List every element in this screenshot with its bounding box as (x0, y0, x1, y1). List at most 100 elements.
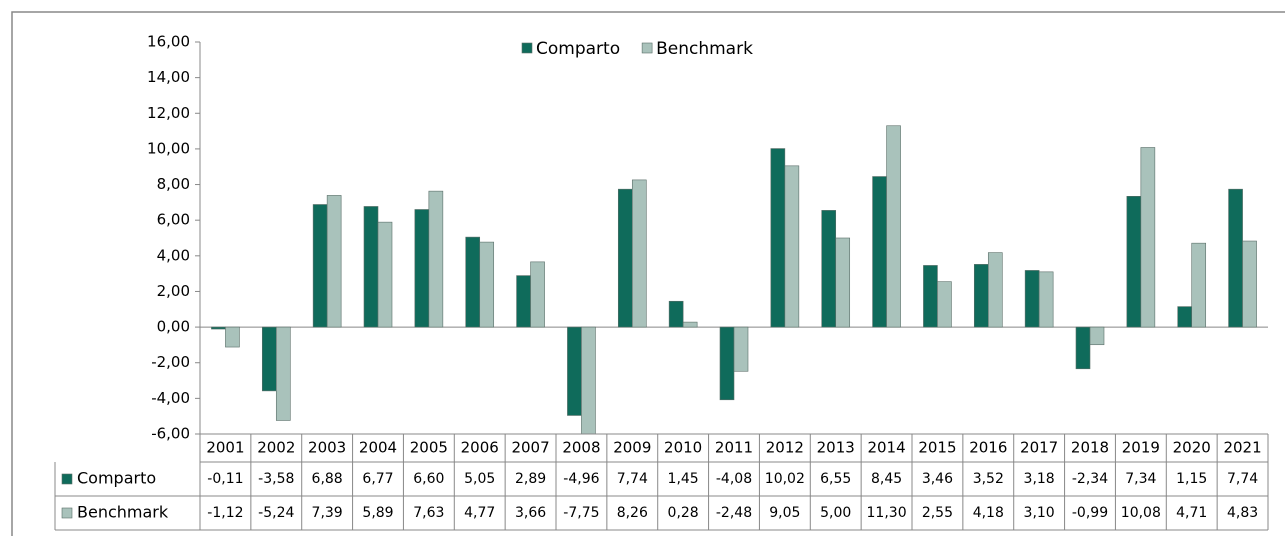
bar (1140, 147, 1156, 328)
legend-swatch (61, 507, 73, 519)
table-value: 6,88 (312, 471, 343, 487)
table-value: -5,24 (258, 505, 294, 521)
x-tick-label: 2007 (511, 439, 549, 457)
table-value: 5,89 (362, 505, 393, 521)
bar (821, 210, 837, 328)
table-value: 1,45 (668, 471, 699, 487)
table-value: 9,05 (769, 505, 800, 521)
table-value: 4,83 (1227, 505, 1258, 521)
table-value: -1,12 (207, 505, 243, 521)
bar (261, 326, 277, 392)
bar (567, 326, 582, 416)
bar (835, 237, 851, 328)
table-value: 4,77 (464, 505, 495, 521)
y-tick-label: 0,00 (157, 318, 190, 336)
table-value: 1,15 (1176, 471, 1207, 487)
table-value: 6,77 (362, 471, 393, 487)
bar (428, 190, 444, 328)
table-value: 10,02 (765, 471, 805, 487)
legend-swatch (521, 42, 533, 54)
x-tick-label: 2016 (969, 439, 1007, 457)
bar (1075, 326, 1091, 370)
bar (1024, 270, 1040, 328)
table-value: 7,63 (413, 505, 444, 521)
table-value: 2,55 (922, 505, 953, 521)
table-value: 6,60 (413, 471, 444, 487)
table-value: 5,00 (820, 505, 851, 521)
table-value: 4,18 (973, 505, 1004, 521)
table-value: 7,74 (1227, 471, 1258, 487)
bar (733, 326, 749, 372)
bar (465, 236, 481, 328)
table-value: 7,74 (617, 471, 648, 487)
table-value: 11,30 (867, 505, 907, 521)
table-value: 7,39 (312, 505, 343, 521)
bar (211, 326, 226, 330)
x-tick-label: 2015 (918, 439, 956, 457)
bar (1177, 306, 1193, 328)
legend-label: Benchmark (77, 503, 169, 522)
table-value: -4,96 (563, 471, 599, 487)
table-value: 8,45 (871, 471, 902, 487)
bar (414, 209, 430, 328)
y-tick-label: 6,00 (157, 211, 190, 229)
table-value: 4,71 (1176, 505, 1207, 521)
x-tick-label: 2011 (715, 439, 753, 457)
table-value: -0,99 (1072, 505, 1108, 521)
bar (1126, 196, 1142, 328)
table-value: -7,75 (563, 505, 599, 521)
y-tick-label: 8,00 (157, 175, 190, 193)
legend-label: Comparto (536, 39, 620, 59)
bar (581, 326, 596, 434)
bar (312, 204, 328, 328)
x-tick-label: 2019 (1122, 439, 1160, 457)
table-value: 0,28 (668, 505, 699, 521)
bar (617, 188, 633, 328)
x-tick-label: 2012 (766, 439, 804, 457)
x-tick-label: 2003 (308, 439, 346, 457)
x-tick-label: 2014 (867, 439, 905, 457)
legend-label: Comparto (77, 469, 156, 488)
bar (1089, 326, 1105, 346)
x-tick-label: 2020 (1173, 439, 1211, 457)
y-tick-label: 10,00 (147, 139, 190, 157)
bar (1038, 271, 1054, 328)
table-value: 5,05 (464, 471, 495, 487)
bar (530, 261, 545, 328)
table-value: 3,18 (1024, 471, 1055, 487)
bar (1242, 240, 1257, 328)
y-tick-label: 2,00 (157, 282, 190, 300)
table-value: 3,10 (1024, 505, 1055, 521)
x-tick-label: 2006 (461, 439, 499, 457)
x-tick-label: 2002 (257, 439, 295, 457)
y-tick-label: -6,00 (151, 425, 190, 443)
x-tick-label: 2018 (1071, 439, 1109, 457)
bar (377, 221, 393, 328)
table-value: 2,89 (515, 471, 546, 487)
table-value: -3,58 (258, 471, 294, 487)
chart-frame (11, 11, 1285, 536)
table-value: -2,48 (716, 505, 752, 521)
table-value: -4,08 (716, 471, 752, 487)
bars (211, 125, 1257, 434)
y-tick-label: 12,00 (147, 104, 190, 122)
legend-label: Benchmark (656, 39, 753, 59)
y-tick-label: 4,00 (157, 246, 190, 264)
table-value: -2,34 (1072, 471, 1108, 487)
bar (872, 176, 887, 328)
table-value: 7,34 (1125, 471, 1156, 487)
y-tick-label: -4,00 (151, 389, 190, 407)
table-value: 10,08 (1121, 505, 1161, 521)
bar (516, 275, 531, 328)
x-tick-label: 2009 (613, 439, 651, 457)
bar (682, 321, 698, 328)
x-tick-label: 2008 (562, 439, 600, 457)
y-tick-label: -2,00 (151, 353, 190, 371)
table-value: 3,66 (515, 505, 546, 521)
bar (363, 206, 379, 328)
bar (784, 165, 800, 328)
y-tick-label: 14,00 (147, 68, 190, 86)
table-value: 3,46 (922, 471, 953, 487)
bar (923, 265, 938, 328)
